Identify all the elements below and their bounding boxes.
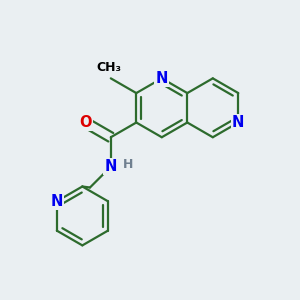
Text: N: N <box>105 159 117 174</box>
Text: N: N <box>156 71 168 86</box>
Text: H: H <box>123 158 133 171</box>
Text: N: N <box>232 115 244 130</box>
Text: CH₃: CH₃ <box>96 61 121 74</box>
Text: O: O <box>79 115 92 130</box>
Text: N: N <box>51 194 63 209</box>
